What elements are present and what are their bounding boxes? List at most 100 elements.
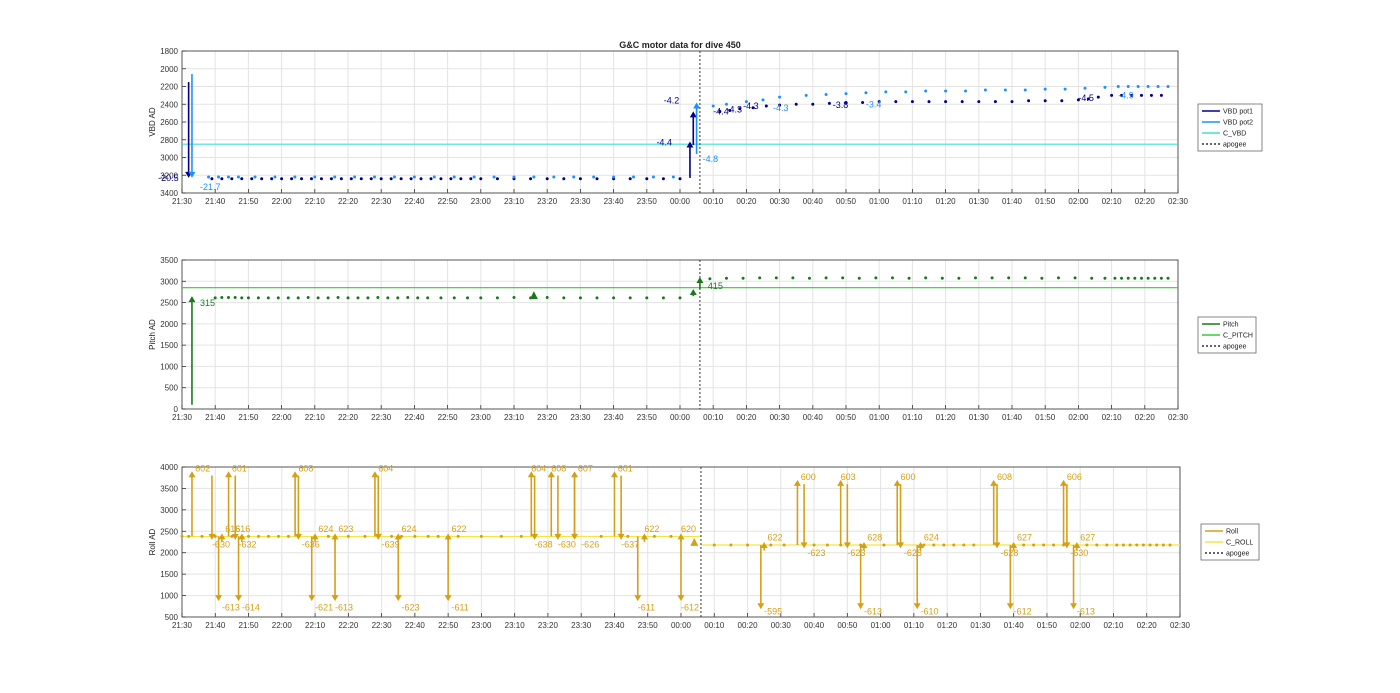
arrow-label: -623 [807,548,825,558]
x-tick-label: 00:00 [671,621,692,630]
data-point [592,175,596,179]
data-point [1121,543,1125,547]
data-point [1149,93,1153,97]
x-tick-label: 00:50 [836,197,857,206]
x-tick-label: 23:50 [638,621,659,630]
x-tick-label: 23:30 [571,621,592,630]
x-tick-label: 23:20 [538,621,559,630]
data-point [718,109,722,113]
data-point [944,89,948,93]
arrow-label: 627 [1017,533,1032,543]
point-label: -3.8 [833,100,849,110]
arrow-head [677,595,685,602]
arrow-label: -595 [764,606,782,616]
arrow-head [235,595,243,602]
data-point [233,295,237,299]
data-point [973,276,977,280]
x-tick-label: 02:30 [1168,413,1189,422]
data-point [436,534,440,538]
data-point [353,175,357,179]
x-tick-label: 22:40 [404,413,425,422]
y-tick-label: 2500 [160,299,178,308]
arrow-label: -613 [1077,606,1095,616]
data-point [439,296,443,300]
arrow-head [1010,542,1018,548]
arrow-label: 600 [901,472,916,482]
data-point [250,177,254,181]
data-point [769,543,773,547]
data-point [910,100,914,104]
data-point [296,296,300,300]
arrow-label: 602 [195,463,210,473]
arrow-head [527,471,535,478]
arrow-head [231,533,239,540]
data-point [390,534,394,538]
arrow-label: 620 [681,524,696,534]
x-tick-label: 23:20 [537,413,558,422]
data-point [256,296,260,300]
data-point [1159,93,1163,97]
legend-label: Pitch [1223,322,1239,329]
arrow-label: -637 [621,540,639,550]
data-point [1096,95,1100,99]
data-point [379,177,383,181]
data-point [373,175,377,179]
data-point [432,175,436,179]
data-point [439,177,443,181]
x-tick-label: 02:20 [1135,197,1156,206]
data-point [180,534,184,538]
data-point [479,534,483,538]
arrow-head [238,533,246,540]
legend-label: apogee [1226,551,1249,558]
data-point [1023,88,1027,92]
x-tick-label: 22:20 [338,413,359,422]
data-point [260,177,264,181]
arrow-label: -613 [222,603,240,613]
arrow-label: 628 [867,533,882,543]
arrow-label: -614 [242,603,260,613]
arrow-label: -623 [402,603,420,613]
data-point [904,90,908,94]
data-point [452,296,456,300]
data-point [449,177,453,181]
data-point [1105,543,1109,547]
x-tick-label: 01:10 [902,197,923,206]
data-point [276,296,280,300]
data-point [960,100,964,104]
data-point [1161,543,1165,547]
arrow-label: 601 [232,463,247,473]
point-label: -4.4 [713,106,729,116]
data-point [626,534,630,538]
y-tick-label: 3400 [160,189,178,198]
x-tick-label: 22:30 [371,197,392,206]
data-point [827,101,831,105]
data-point [336,295,340,299]
arrow-label: -4.2 [664,95,680,105]
data-point [628,296,632,300]
arrow-head [793,479,801,486]
data-point [333,175,337,179]
data-point [844,92,848,96]
x-tick-label: 00:30 [770,197,791,206]
data-point [266,534,270,538]
x-tick-label: 21:40 [205,413,226,422]
data-point [812,543,816,547]
data-point [924,89,928,93]
arrow-head [547,471,555,478]
data-point [1103,276,1107,280]
arrow-head [1070,603,1078,610]
y-axis-label: Roll AD [148,528,157,555]
data-point [751,106,755,110]
x-tick-label: 00:40 [804,621,825,630]
data-point [253,175,257,179]
x-tick-label: 23:50 [637,197,658,206]
data-point [220,295,224,299]
arrow-head [531,533,539,540]
x-tick-label: 22:50 [438,413,459,422]
x-tick-label: 23:00 [471,413,492,422]
arrow-label: -612 [1014,606,1032,616]
x-tick-label: 00:20 [736,197,757,206]
arrow-label: -613 [864,606,882,616]
arrow-head [444,533,452,540]
data-point [349,177,353,181]
